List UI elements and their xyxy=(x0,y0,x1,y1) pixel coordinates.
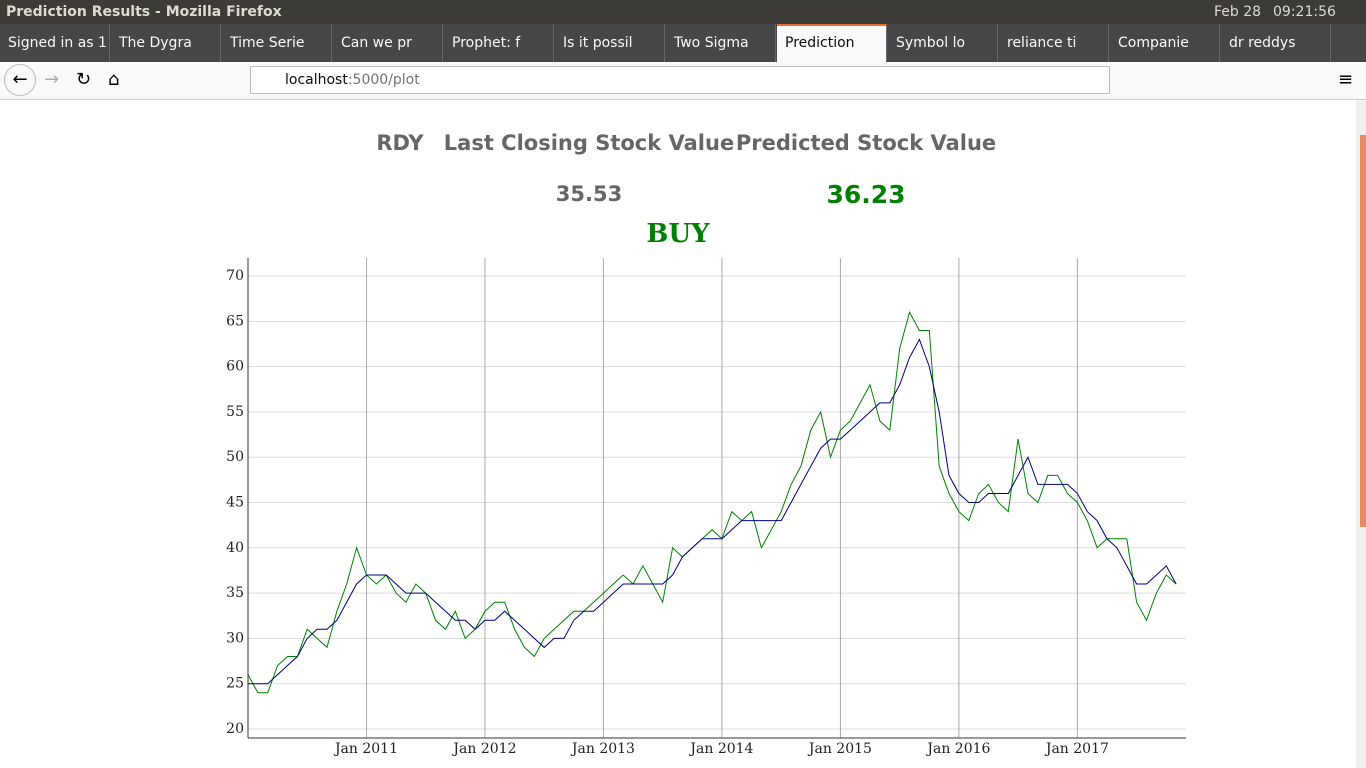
y-tick-label: 20 xyxy=(226,721,244,737)
last-label: Last Closing Stock Value xyxy=(444,131,734,155)
y-tick-label: 50 xyxy=(226,449,244,465)
tab[interactable]: Symbol lo xyxy=(888,24,998,62)
y-tick-label: 35 xyxy=(226,585,244,601)
tab[interactable]: Time Serie xyxy=(222,24,332,62)
series-line xyxy=(247,310,1177,694)
y-tick-label: 70 xyxy=(226,268,244,284)
tab-bar: Signed in as 1 The Dygra Time Serie Can we … xyxy=(0,24,1366,62)
y-tick-label: 60 xyxy=(226,359,244,375)
tab[interactable]: reliance ti xyxy=(999,24,1109,62)
time: 09:21:56 xyxy=(1273,4,1336,20)
tab[interactable]: Can we pr xyxy=(333,24,443,62)
x-tick-label: Jan 2014 xyxy=(688,741,753,757)
signal: BUY xyxy=(646,219,710,249)
url-rest: :5000/plot xyxy=(347,72,420,88)
url-bar[interactable]: localhost:5000/plot xyxy=(250,66,1110,94)
menu-button[interactable]: ≡ xyxy=(1338,69,1354,90)
tab[interactable]: Companie xyxy=(1110,24,1220,62)
tab[interactable]: The Dygra xyxy=(111,24,221,62)
x-tick-label: Jan 2015 xyxy=(807,741,872,757)
y-tick-label: 40 xyxy=(226,540,244,556)
tab[interactable]: dr reddys xyxy=(1221,24,1331,62)
pred-label: Predicted Stock Value xyxy=(736,131,996,155)
x-tick-label: Jan 2016 xyxy=(925,741,990,757)
tab[interactable]: Prophet: f xyxy=(444,24,554,62)
ticker: RDY xyxy=(376,131,424,155)
x-tick-label: Jan 2012 xyxy=(451,741,516,757)
title-bar: Prediction Results - Mozilla Firefox Feb… xyxy=(0,0,1366,24)
pred-value: 36.23 xyxy=(826,180,905,209)
y-tick-label: 45 xyxy=(226,495,244,511)
plot-area: 20 25 30 35 40 45 50 55 60 65 70 Jan 2011 Jan 2012 Ja… xyxy=(226,258,1186,757)
forward-button[interactable]: → xyxy=(44,69,60,90)
back-button[interactable]: ← xyxy=(4,64,36,96)
window-title: Prediction Results - Mozilla Firefox xyxy=(6,4,282,20)
scroll-thumb[interactable] xyxy=(1360,135,1366,527)
series-line xyxy=(248,338,1177,685)
tab[interactable]: Two Sigma xyxy=(666,24,776,62)
y-tick-label: 25 xyxy=(226,676,244,692)
y-tick-label: 55 xyxy=(226,404,244,420)
y-tick-label: 30 xyxy=(226,630,244,646)
date: Feb 28 xyxy=(1214,4,1262,20)
tab[interactable]: Prediction xyxy=(777,24,887,62)
plot-background xyxy=(248,258,1186,738)
nav-bar: ← → ↻ ⌂ localhost:5000/plot ≡ xyxy=(0,62,1366,100)
last-value: 35.53 xyxy=(556,182,622,206)
y-tick-label: 65 xyxy=(226,313,244,329)
x-tick-label: Jan 2017 xyxy=(1044,741,1109,757)
home-button[interactable]: ⌂ xyxy=(108,69,120,90)
reload-button[interactable]: ↻ xyxy=(76,69,92,90)
x-tick-label: Jan 2013 xyxy=(570,741,635,757)
tab[interactable]: Signed in as 1 xyxy=(0,24,110,62)
url-host: localhost xyxy=(285,72,348,88)
x-tick-label: Jan 2011 xyxy=(333,741,398,757)
tab[interactable]: Is it possil xyxy=(555,24,665,62)
